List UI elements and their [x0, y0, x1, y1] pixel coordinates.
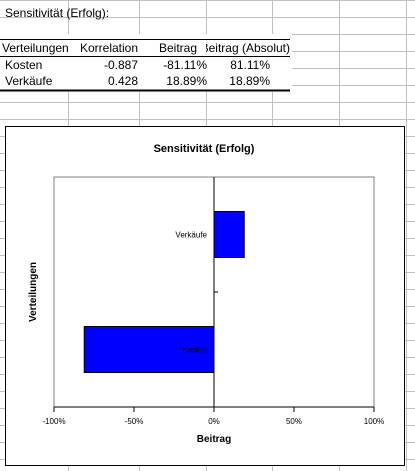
- x-tick-label: -50%: [125, 417, 144, 426]
- chart-title: Sensitivität (Erfolg): [154, 143, 255, 155]
- bar-kosten: [83, 326, 215, 373]
- row-kosten-beitrag: -81.11%: [163, 58, 207, 72]
- row-verkaeufe-absolut: 18.89%: [229, 74, 270, 88]
- header-verteilungen: Verteilungen: [2, 41, 68, 55]
- row-verkaeufe-name: Verkäufe: [5, 74, 53, 88]
- header-beitrag: Beitrag: [158, 41, 197, 55]
- bar-verkäufe: [213, 211, 245, 258]
- x-tick-label: 100%: [364, 417, 384, 426]
- category-label-kosten: Kosten: [182, 346, 207, 355]
- sensitivity-chart: Sensitivität (Erfolg) Kosten Verkäufe -100%…: [28, 143, 384, 445]
- y-axis-label: Verteilungen: [28, 262, 39, 322]
- x-tick-label: 50%: [286, 417, 302, 426]
- row-kosten-absolut: 81.11%: [230, 58, 270, 72]
- x-axis-label: Beitrag: [197, 434, 231, 445]
- category-label-verkäufe: Verkäufe: [175, 231, 207, 240]
- sheet-title: Sensitivität (Erfolg):: [5, 6, 110, 20]
- row-kosten-name: Kosten: [5, 58, 43, 72]
- header-beitrag-absolut: Beitrag (Absolut): [206, 41, 290, 55]
- header-korrelation: Korrelation: [79, 41, 138, 55]
- row-verkaeufe-korrelation: 0.428: [107, 74, 138, 88]
- x-tick-label: -100%: [42, 417, 65, 426]
- row-kosten-korrelation: -0.887: [103, 58, 138, 72]
- table-background: [0, 34, 292, 92]
- chart-frame[interactable]: Sensitivität (Erfolg) Kosten Verkäufe -100%…: [5, 126, 405, 466]
- row-verkaeufe-beitrag: 18.89%: [166, 74, 207, 88]
- x-tick-label: 0%: [208, 417, 220, 426]
